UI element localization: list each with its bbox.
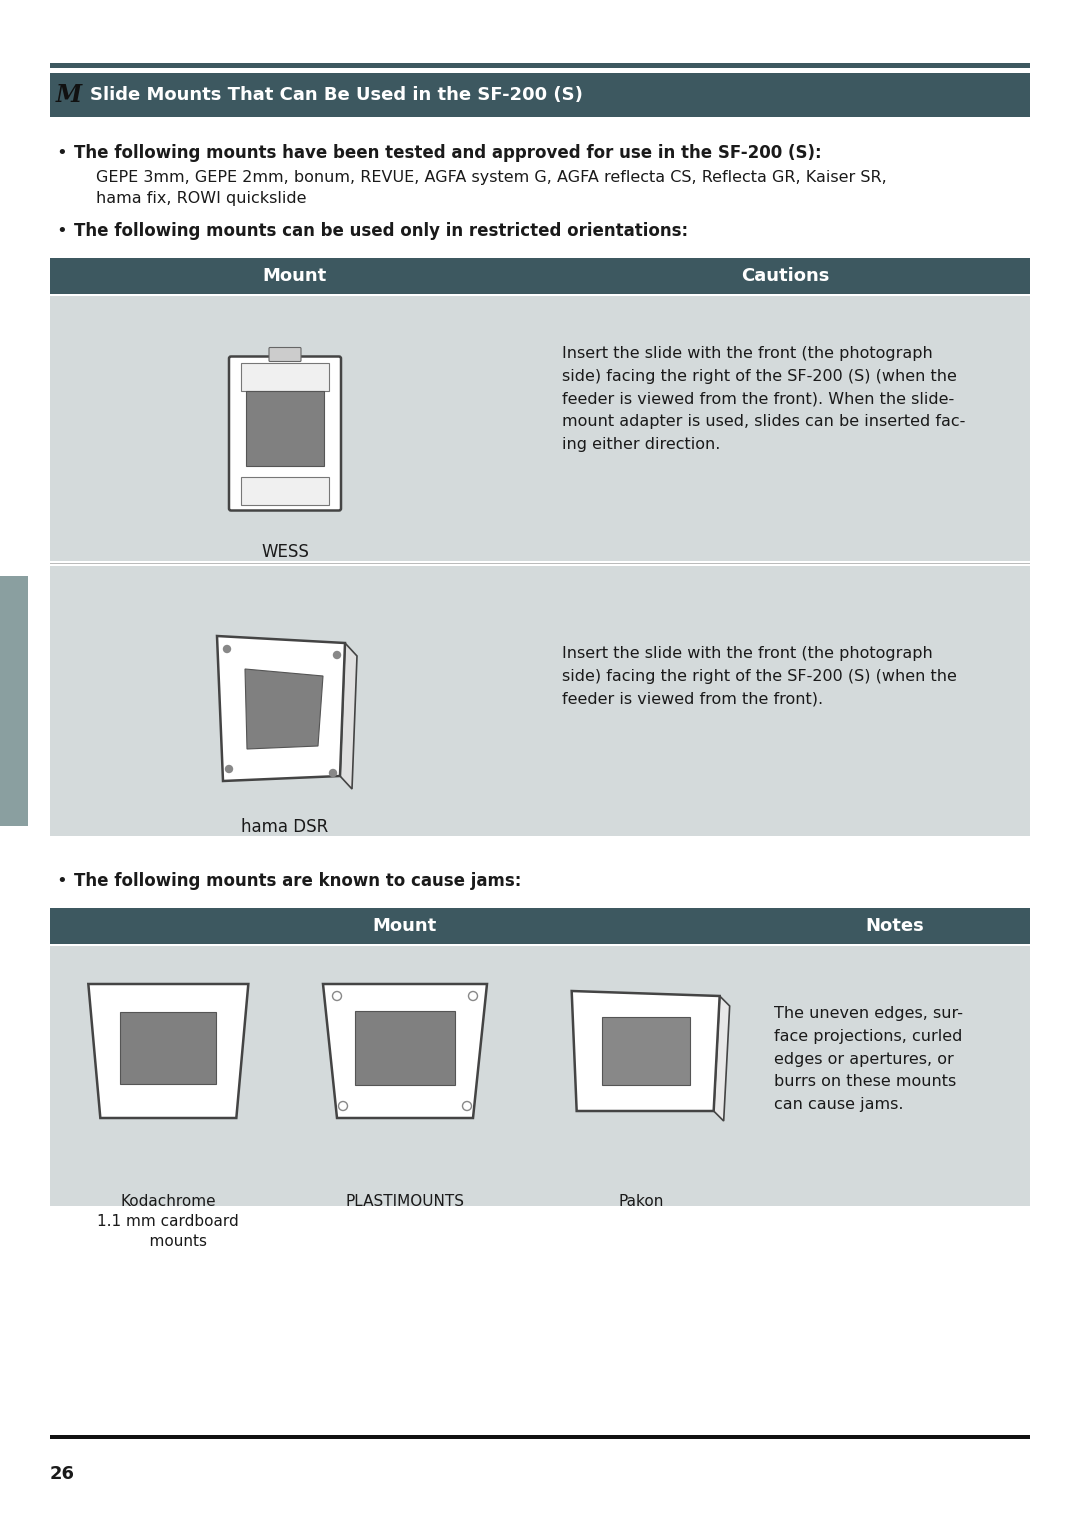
Bar — [50, 566, 540, 836]
FancyBboxPatch shape — [269, 347, 301, 361]
Bar — [0, 576, 28, 826]
Text: WESS: WESS — [261, 543, 309, 561]
Polygon shape — [217, 636, 345, 781]
Polygon shape — [323, 985, 487, 1118]
Text: GEPE 3mm, GEPE 2mm, bonum, REVUE, AGFA system G, AGFA reflecta CS, Reflecta GR, : GEPE 3mm, GEPE 2mm, bonum, REVUE, AGFA s… — [96, 170, 887, 206]
Text: The following mounts are known to cause jams:: The following mounts are known to cause … — [75, 872, 522, 890]
Circle shape — [334, 651, 340, 659]
Text: Slide Mounts That Can Be Used in the SF-200 (S): Slide Mounts That Can Be Used in the SF-… — [90, 86, 583, 104]
Text: •: • — [56, 222, 67, 240]
Bar — [760, 908, 1030, 943]
Bar — [540, 297, 1030, 561]
Bar — [50, 258, 540, 294]
Polygon shape — [89, 985, 248, 1118]
Text: hama DSR: hama DSR — [241, 818, 328, 836]
Bar — [50, 946, 760, 1206]
Bar — [241, 477, 329, 505]
Circle shape — [462, 1101, 472, 1110]
Text: Mount: Mount — [373, 917, 437, 936]
FancyBboxPatch shape — [229, 356, 341, 511]
Bar — [540, 258, 1030, 294]
Circle shape — [338, 1101, 348, 1110]
Text: Insert the slide with the front (the photograph
side) facing the right of the SF: Insert the slide with the front (the pho… — [562, 346, 966, 453]
Bar — [760, 946, 1030, 1206]
Text: 26: 26 — [50, 1465, 75, 1483]
Text: The following mounts can be used only in restricted orientations:: The following mounts can be used only in… — [75, 222, 688, 240]
Text: Cautions: Cautions — [741, 268, 829, 284]
Text: •: • — [56, 144, 67, 162]
Text: PLASTIMOUNTS: PLASTIMOUNTS — [346, 1194, 464, 1209]
Circle shape — [224, 645, 230, 653]
Bar — [50, 112, 1030, 118]
Circle shape — [226, 766, 232, 772]
Text: M: M — [56, 83, 82, 107]
Circle shape — [329, 769, 337, 777]
Circle shape — [333, 991, 341, 1000]
Bar — [50, 63, 1030, 67]
Polygon shape — [714, 995, 730, 1121]
Text: Kodachrome
1.1 mm cardboard
    mounts: Kodachrome 1.1 mm cardboard mounts — [97, 1194, 239, 1249]
Text: Mount: Mount — [262, 268, 327, 284]
Text: •: • — [56, 872, 67, 890]
Bar — [241, 362, 329, 390]
Polygon shape — [571, 991, 719, 1112]
Text: Insert the slide with the front (the photograph
side) facing the right of the SF: Insert the slide with the front (the pho… — [562, 645, 957, 706]
Bar — [540, 566, 1030, 836]
Bar — [50, 73, 1030, 113]
Bar — [246, 391, 324, 466]
Bar — [50, 908, 760, 943]
Polygon shape — [340, 644, 357, 789]
Text: The following mounts have been tested and approved for use in the SF-200 (S):: The following mounts have been tested an… — [75, 144, 822, 162]
Polygon shape — [245, 670, 323, 749]
Bar — [602, 1017, 690, 1086]
Bar — [50, 297, 540, 561]
Bar — [120, 1012, 216, 1084]
Text: Pakon: Pakon — [619, 1194, 664, 1209]
Circle shape — [469, 991, 477, 1000]
Text: Notes: Notes — [866, 917, 924, 936]
Bar — [50, 1436, 1030, 1439]
Text: The uneven edges, sur-
face projections, curled
edges or apertures, or
burrs on : The uneven edges, sur- face projections,… — [774, 1006, 963, 1112]
Bar — [355, 1011, 455, 1086]
